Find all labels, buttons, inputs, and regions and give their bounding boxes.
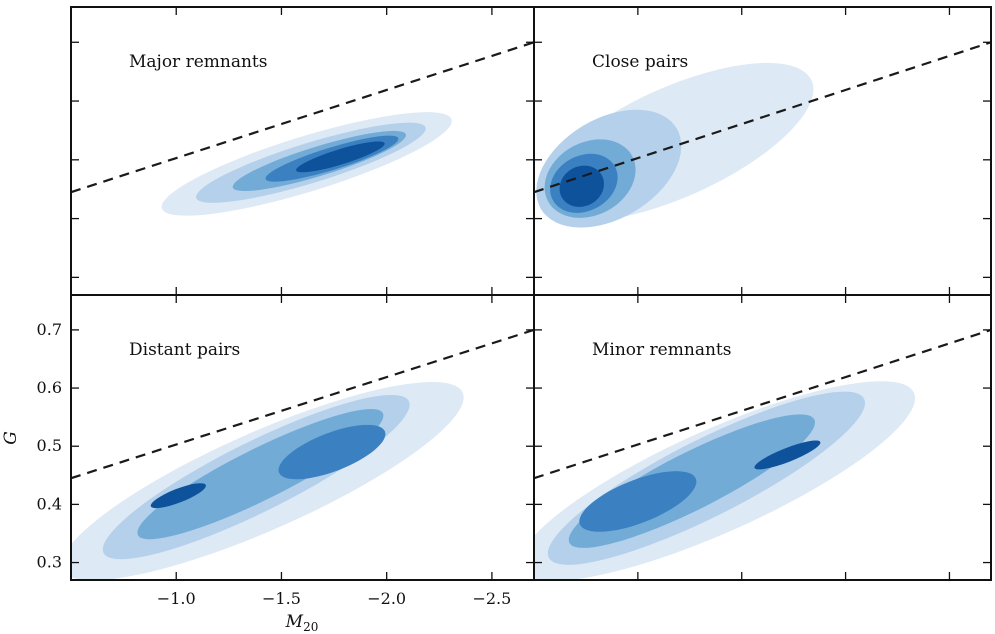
panel-label-major-remnants: Major remnants <box>129 52 267 72</box>
contour-level-4 <box>278 424 386 480</box>
y-tick-label: 0.4 <box>37 494 62 513</box>
x-axis-label: M20 <box>285 612 319 634</box>
x-tick-label: −1.5 <box>262 589 301 608</box>
x-tick-label: −2.0 <box>367 589 406 608</box>
x-tick-label: −2.5 <box>472 589 511 608</box>
x-axis-label-subscript: 20 <box>303 620 318 634</box>
density-contours <box>536 62 814 228</box>
x-tick-labels: −1.0 −1.5 −2.0 −2.5 <box>157 589 512 608</box>
y-tick-label: 0.7 <box>37 320 62 339</box>
contour-level-5 <box>296 141 385 173</box>
merger-dashed-line <box>534 41 991 194</box>
panel-label-distant-pairs: Distant pairs <box>129 340 240 360</box>
panel-top-left: Major remnants <box>71 7 534 295</box>
panel-label-close-pairs: Close pairs <box>592 52 688 72</box>
merger-line <box>534 41 991 194</box>
density-contours <box>161 112 452 216</box>
ticks <box>534 295 991 580</box>
merger-dashed-line <box>534 328 991 480</box>
y-tick-label: 0.5 <box>37 436 62 455</box>
merger-dashed-line <box>71 328 534 480</box>
y-tick-labels: 0.3 0.4 0.5 0.6 0.7 <box>37 320 62 572</box>
density-contours <box>534 381 916 580</box>
y-tick-label: 0.3 <box>37 553 62 572</box>
contour-level-4 <box>579 471 697 532</box>
y-axis-label: G <box>1 431 21 445</box>
panel-bottom-right: Minor remnants <box>534 295 991 580</box>
outer-frame <box>70 6 992 581</box>
y-tick-label: 0.6 <box>37 378 62 397</box>
merger-line <box>71 41 534 194</box>
merger-dashed-line <box>71 41 534 194</box>
x-tick-label: −1.0 <box>157 589 196 608</box>
panel-top-right: Close pairs <box>534 7 991 295</box>
panel-frames <box>70 6 992 581</box>
merger-line <box>71 328 534 480</box>
panel-label-minor-remnants: Minor remnants <box>592 340 731 360</box>
ticks <box>71 295 534 580</box>
contour-level-5 <box>150 483 206 509</box>
merger-line <box>534 328 991 480</box>
density-contours <box>71 381 464 580</box>
x-axis-label-main: M <box>285 612 304 632</box>
contour-level-5 <box>754 440 821 470</box>
panel-bottom-left: Distant pairs <box>71 295 534 580</box>
ticks <box>71 7 534 295</box>
contour-level-5 <box>559 165 605 207</box>
ticks <box>534 7 991 295</box>
